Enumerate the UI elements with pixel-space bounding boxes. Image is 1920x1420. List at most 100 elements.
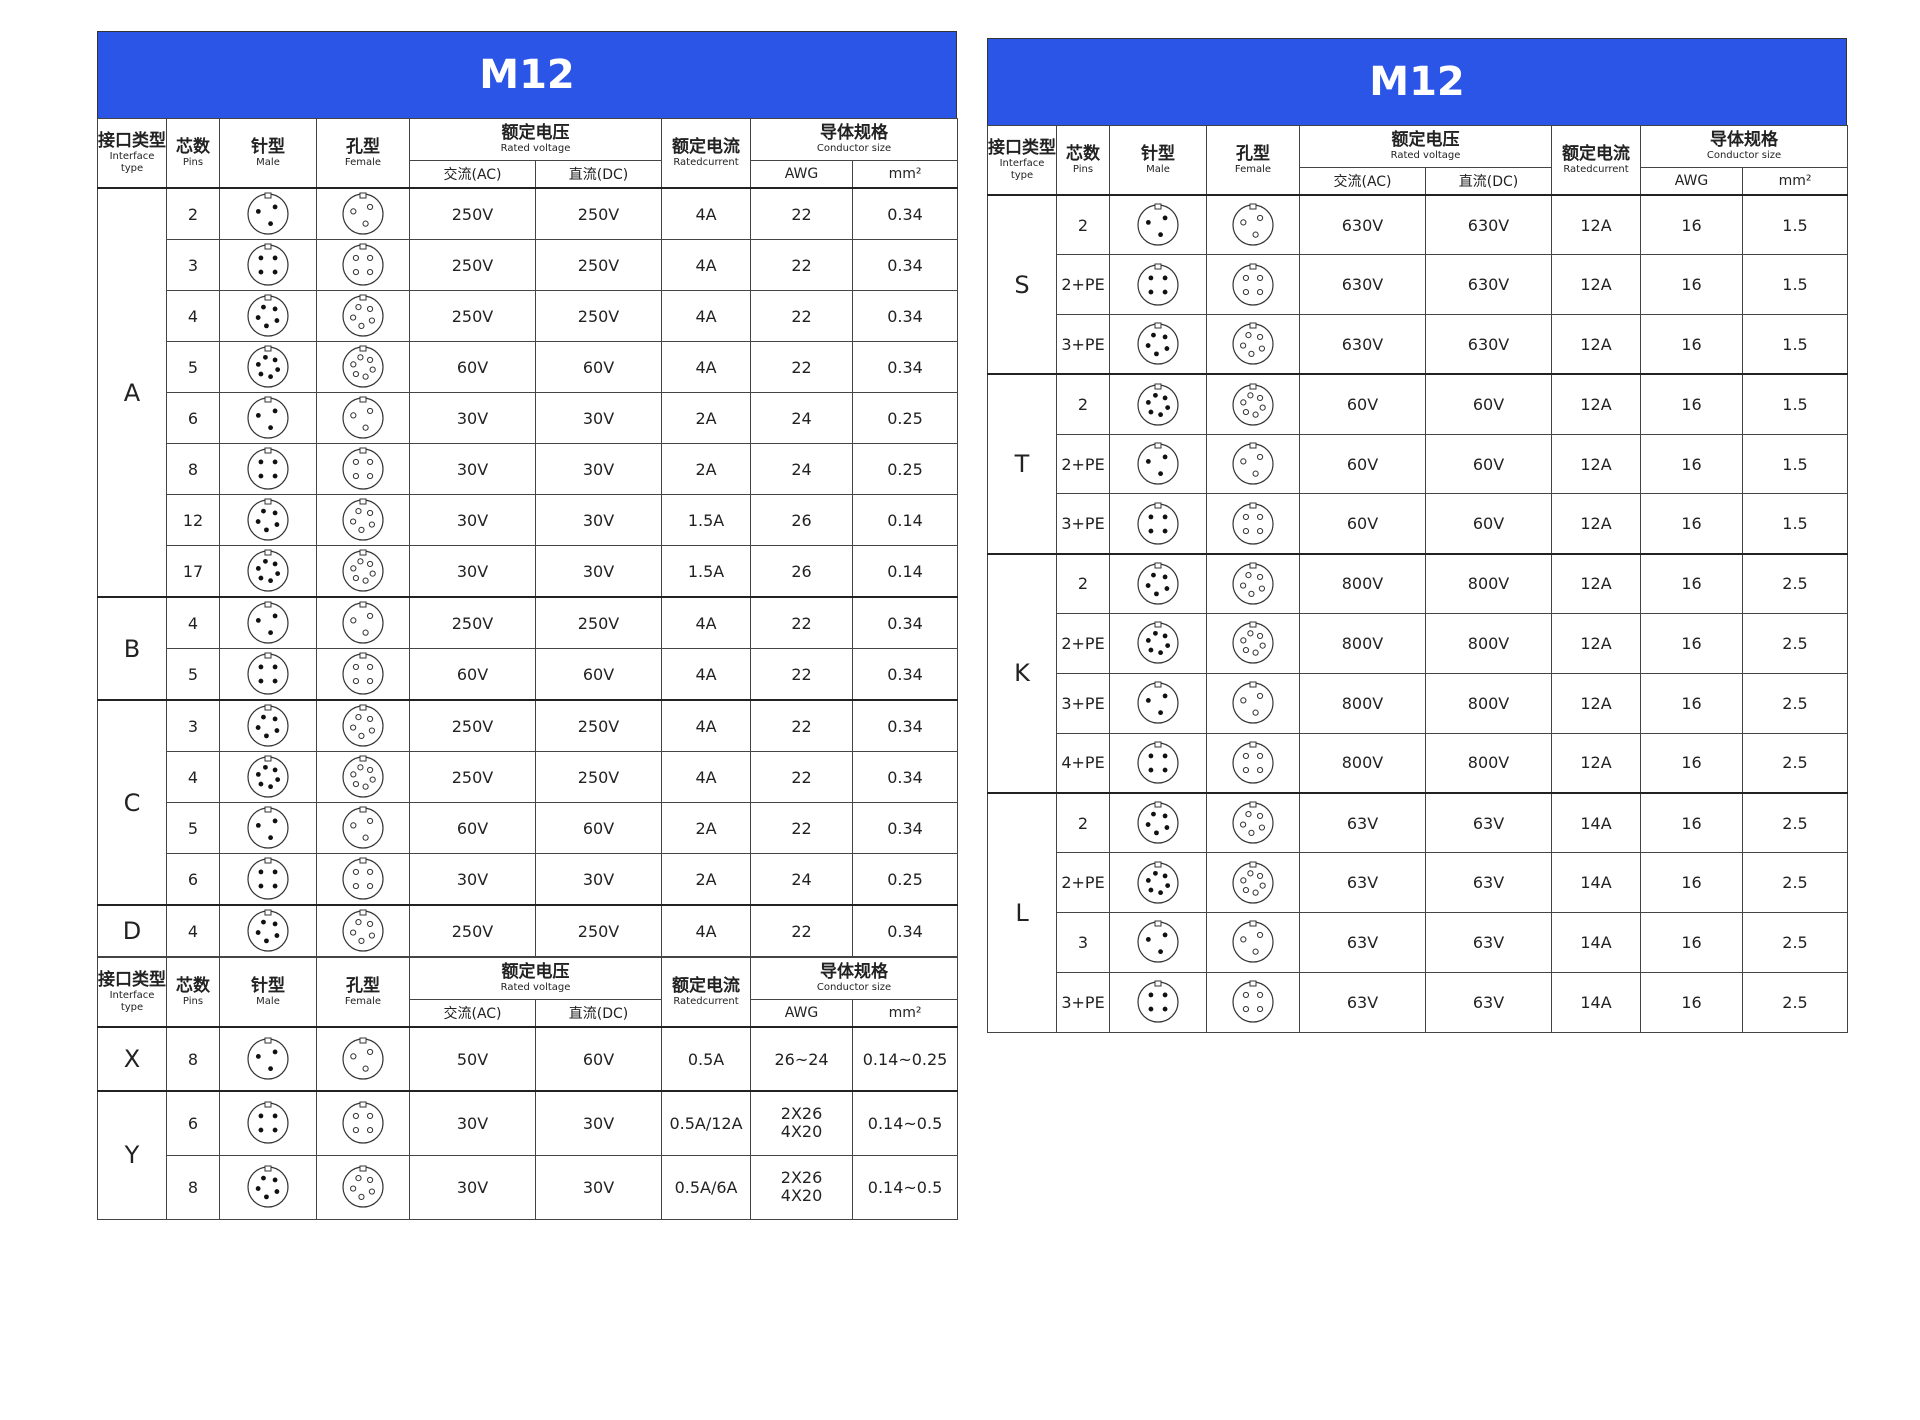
female-cell (1206, 732, 1300, 794)
current: 12A (1551, 732, 1642, 794)
header-cell: 额定电流 Ratedcurrent (1551, 125, 1642, 196)
male-cell (1109, 613, 1207, 674)
header-cn: 导体规格 (820, 962, 889, 982)
dc-voltage: 800V (1424, 732, 1553, 794)
icon-part (272, 255, 278, 261)
header-cn: 导体规格 (1710, 130, 1779, 150)
icon-part (366, 1048, 374, 1056)
icon-part (1256, 453, 1264, 461)
dc-voltage: 800V (1424, 672, 1553, 734)
icon-part (1252, 889, 1259, 896)
data-row: 2+PE 63V 63V 14A 16 2.5 (988, 852, 1849, 914)
icon-part (1154, 621, 1162, 628)
mm2: 0.34 (852, 751, 959, 803)
header-cn: 接口类型 (98, 969, 166, 990)
header-en: Rated voltage (500, 982, 571, 993)
icon-part (342, 550, 384, 592)
icon-part (1240, 458, 1247, 465)
icon-part (1145, 459, 1151, 464)
data-row: 12 30V 30V 1.5A 26 0.14 (98, 494, 959, 546)
icon-part (366, 920, 374, 928)
icon-part (1154, 741, 1162, 748)
male-cell (219, 341, 317, 393)
male-cell (219, 239, 317, 291)
icon-part (359, 345, 367, 352)
pins: 5 (166, 341, 220, 393)
icon-part (264, 323, 269, 329)
male-pin-icon (247, 447, 289, 490)
icon-part (1154, 203, 1162, 210)
icon-part (275, 367, 281, 372)
female-cell (316, 1154, 410, 1220)
female-cell (1206, 852, 1300, 914)
icon-part (1249, 442, 1257, 449)
icon-part (247, 550, 289, 592)
icon-part (258, 664, 264, 670)
current: 0.5A (661, 1026, 752, 1092)
icon-part (1240, 876, 1247, 884)
header-cell: 芯数 Pins (1056, 125, 1110, 196)
header-en: Interface type (999, 157, 1045, 181)
awg: 16 (1640, 971, 1744, 1033)
data-row: B 4 250V 250V 4A 22 0.34 (97, 596, 959, 701)
icon-part (368, 317, 376, 324)
icon-part (247, 653, 289, 695)
icon-part (1154, 502, 1162, 509)
icon-part (1259, 882, 1266, 889)
icon-part (272, 408, 278, 414)
icon-part (352, 882, 360, 890)
icon-part (247, 397, 289, 439)
icon-part (1154, 830, 1159, 836)
pins: 2 (1056, 552, 1110, 615)
current: 12A (1551, 552, 1642, 615)
header-cn: 额定电压 (1391, 130, 1460, 150)
data-row: A 2 250V 250V 4A 22 0.34 (97, 187, 959, 598)
icon-part (1137, 802, 1179, 844)
icon-part (342, 244, 384, 286)
right-sheet: M12 接口类型 Interface type 芯数 Pins 针型 Male 孔型 Fema… (987, 38, 1849, 1033)
icon-part (1151, 332, 1156, 338)
icon-part (366, 612, 374, 620)
icon-part (350, 822, 357, 829)
male-cell (219, 853, 317, 906)
current: 2A (661, 853, 752, 906)
icon-part (1162, 334, 1168, 340)
icon-part (272, 883, 278, 889)
pins: 3+PE (1056, 493, 1110, 555)
title-band: M12 (97, 31, 957, 118)
header-cell: 针型 Male (1109, 125, 1207, 196)
icon-part (350, 518, 357, 525)
male-pin-icon (1137, 621, 1179, 665)
icon-part (1252, 411, 1259, 418)
icon-part (255, 772, 261, 777)
icon-part (1145, 698, 1151, 704)
icon-part (1137, 264, 1179, 306)
header-row: 交流(AC) 直流(DC) AWG mm² (98, 999, 959, 1028)
pins: 4 (166, 904, 220, 957)
header-cell: 导体规格 Conductor size (1640, 125, 1849, 168)
icon-part (366, 1127, 374, 1134)
female-cell (316, 187, 410, 240)
data-row: 5 60V 60V 4A 22 0.34 (98, 341, 959, 393)
header-sub-cell: 直流(DC) (534, 160, 663, 189)
icon-part (1249, 383, 1257, 390)
icon-part (1154, 322, 1162, 329)
icon-part (359, 396, 367, 403)
header-row: 交流(AC) 直流(DC) AWG mm² (98, 160, 959, 189)
icon-part (1256, 573, 1264, 580)
ac-voltage: 60V (1299, 433, 1426, 495)
icon-part (264, 396, 272, 403)
icon-part (1240, 637, 1247, 644)
male-pin-icon (247, 806, 289, 849)
icon-part (1137, 323, 1179, 365)
ac-voltage: 630V (1299, 314, 1426, 375)
ac-voltage: 250V (409, 751, 536, 803)
header-sub-cell: 直流(DC) (1424, 167, 1553, 196)
icon-part (1232, 383, 1274, 426)
pins: 8 (166, 443, 220, 495)
male-cell (219, 1154, 317, 1220)
icon-part (359, 447, 367, 454)
icon-part (1148, 753, 1154, 759)
male-cell (219, 392, 317, 444)
icon-part (1162, 992, 1168, 998)
